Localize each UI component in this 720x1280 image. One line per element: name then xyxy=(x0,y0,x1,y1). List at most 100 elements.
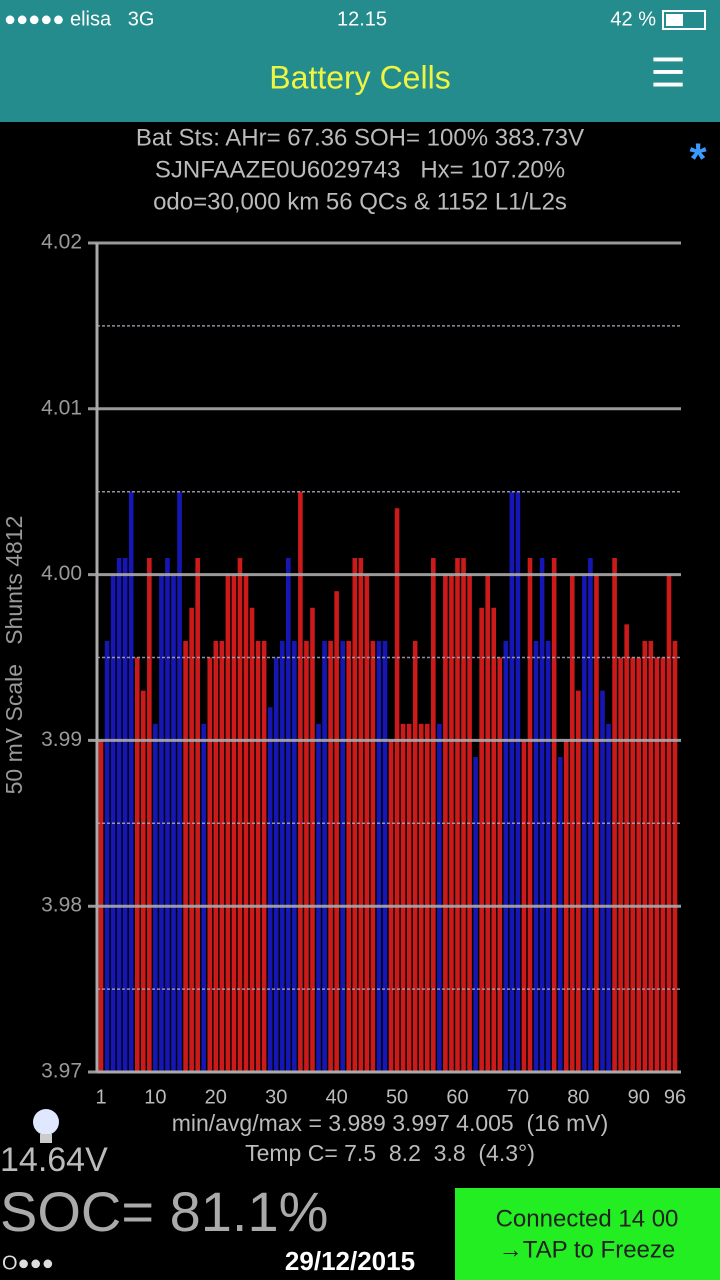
y-tick-label: 3.97 xyxy=(41,1060,82,1083)
bar xyxy=(165,558,170,1072)
bar xyxy=(382,640,388,1072)
button-text: Connected 14 00 xyxy=(496,1205,679,1232)
soc: SOC= 81.1% xyxy=(0,1180,328,1243)
bar xyxy=(195,558,200,1072)
bar xyxy=(630,657,636,1072)
temperature: Temp C= 7.5 8.2 3.8 (4.3°) xyxy=(245,1140,535,1166)
bar xyxy=(672,640,678,1072)
bar xyxy=(153,723,158,1072)
bar xyxy=(316,723,321,1072)
bar xyxy=(533,640,539,1072)
bar xyxy=(189,607,194,1072)
bar xyxy=(128,491,134,1072)
bar xyxy=(267,707,273,1072)
bar xyxy=(624,624,629,1072)
bar xyxy=(183,640,188,1072)
bar xyxy=(461,558,466,1072)
asterisk[interactable]: * xyxy=(689,135,707,184)
menu-button[interactable]: ☰ xyxy=(650,52,686,96)
bar xyxy=(159,574,164,1072)
min-max: min/avg/max = 3.989 3.997 4.005 (16 mV) xyxy=(172,1110,609,1136)
bar xyxy=(116,558,122,1072)
x-tick-label: 96 xyxy=(664,1086,686,1108)
bar xyxy=(539,558,545,1072)
bar xyxy=(249,607,255,1072)
carrier: ●●●●● elisa 3G xyxy=(4,8,154,30)
y-tick-label: 4.01 xyxy=(41,396,82,419)
bar xyxy=(328,640,333,1072)
clock: 12.15 xyxy=(337,8,387,30)
battery-level xyxy=(666,14,683,26)
bar xyxy=(491,607,497,1072)
x-tick-label: 60 xyxy=(446,1086,468,1108)
bar xyxy=(334,591,339,1072)
bar xyxy=(527,558,533,1072)
bar xyxy=(346,640,352,1072)
x-tick-label: 90 xyxy=(628,1086,650,1108)
voltage: 14.64V xyxy=(0,1141,108,1179)
bar xyxy=(412,640,418,1072)
bar xyxy=(292,640,297,1072)
connect-button[interactable] xyxy=(455,1188,720,1280)
bar xyxy=(431,558,436,1072)
bar xyxy=(243,574,249,1072)
bar xyxy=(213,640,219,1072)
y-tick-label: 3.98 xyxy=(41,894,82,917)
battery-icon xyxy=(662,10,706,30)
bar xyxy=(424,723,430,1072)
bar xyxy=(660,657,666,1072)
bar xyxy=(322,640,327,1072)
bar xyxy=(557,756,563,1072)
bar xyxy=(340,640,345,1072)
bar xyxy=(503,640,509,1072)
y-tick-label: 4.00 xyxy=(41,562,82,585)
bar xyxy=(104,640,110,1072)
bar xyxy=(219,640,225,1072)
bar xyxy=(400,723,406,1072)
bar xyxy=(304,640,309,1072)
bar xyxy=(122,558,128,1072)
bar xyxy=(618,657,623,1072)
info-line: Bat Sts: AHr= 67.36 SOH= 100% 383.73V xyxy=(136,124,584,151)
bar xyxy=(497,657,503,1072)
battery-text: 42 % xyxy=(610,8,656,30)
bar xyxy=(310,607,315,1072)
bar xyxy=(134,657,140,1072)
bar xyxy=(140,690,146,1072)
bar xyxy=(273,657,279,1072)
bar xyxy=(376,640,382,1072)
bar xyxy=(177,491,182,1072)
bar xyxy=(449,574,454,1072)
bar xyxy=(237,558,243,1072)
x-tick-label: 1 xyxy=(95,1086,106,1108)
bar xyxy=(358,558,364,1072)
plot: 1 10 20 30 40 50 60 70 80 90 96 3.97 3.98 3.99 4.00 4.0… xyxy=(41,231,686,1109)
bar xyxy=(455,558,460,1072)
bar xyxy=(147,558,152,1072)
header-title: Battery Cells xyxy=(269,59,450,95)
bar xyxy=(437,723,442,1072)
bar xyxy=(636,657,642,1072)
bar xyxy=(370,640,376,1072)
bar xyxy=(406,723,412,1072)
bar xyxy=(207,657,213,1072)
info-line: odo=30,000 km 56 QCs & 1152 L1/L2s xyxy=(153,188,567,215)
bar xyxy=(479,607,484,1072)
bar xyxy=(600,690,605,1072)
y-tick-label: 4.02 xyxy=(41,231,82,254)
top-bar xyxy=(0,0,720,122)
y-axis-label: 50 mV Scale Shunts 4812 xyxy=(1,516,27,795)
bar xyxy=(279,640,285,1072)
bulb-icon[interactable] xyxy=(33,1109,59,1135)
bar xyxy=(509,491,515,1072)
bar xyxy=(545,640,551,1072)
x-tick-label: 50 xyxy=(386,1086,408,1108)
bar xyxy=(588,558,593,1072)
bar xyxy=(364,574,370,1072)
x-tick-label: 10 xyxy=(144,1086,166,1108)
bar xyxy=(418,723,424,1072)
bar xyxy=(515,491,521,1072)
bar xyxy=(654,657,660,1072)
x-tick-label: 40 xyxy=(326,1086,348,1108)
